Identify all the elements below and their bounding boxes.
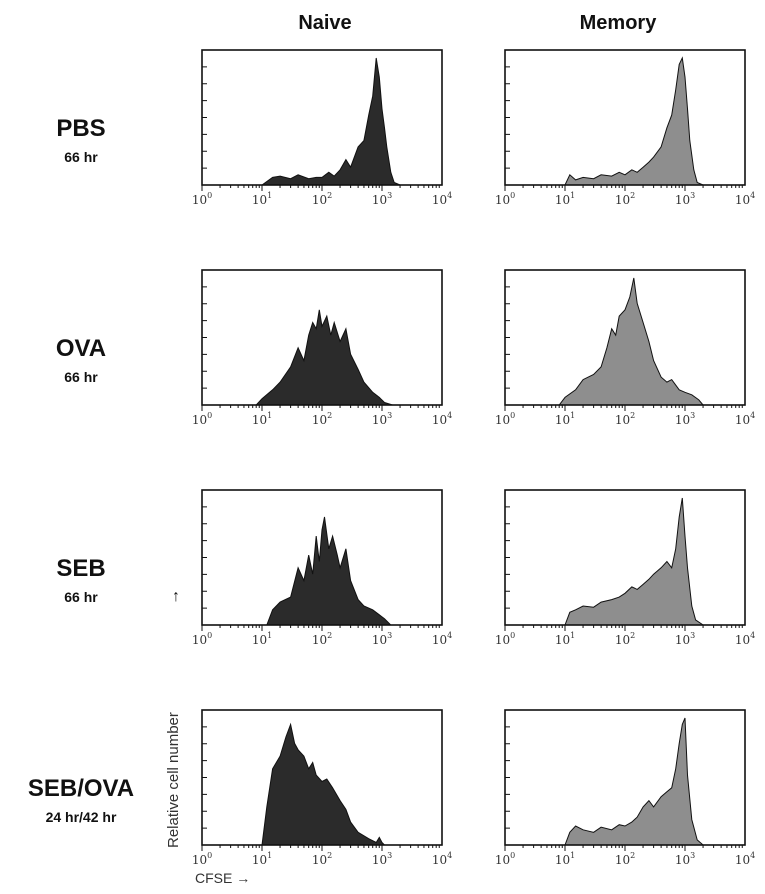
row-label-main: SEB bbox=[56, 555, 106, 582]
x-tick-label: 103 bbox=[675, 851, 695, 867]
histogram-fill bbox=[212, 57, 401, 186]
x-tick-label: 104 bbox=[735, 191, 755, 207]
x-tick-label: 100 bbox=[192, 191, 212, 207]
x-tick-label: 104 bbox=[735, 851, 755, 867]
x-tick-label: 100 bbox=[192, 411, 212, 427]
plot-frame bbox=[201, 49, 443, 186]
row-label-sub: 24 hr/42 hr bbox=[45, 809, 117, 825]
histogram-pbs-memory: 100 101 102 103 104 bbox=[495, 49, 755, 207]
x-tick-label: 103 bbox=[372, 631, 392, 647]
x-tick-label: 101 bbox=[555, 411, 575, 427]
x-tick-label: 104 bbox=[432, 411, 452, 427]
x-tick-label: 103 bbox=[675, 411, 695, 427]
row-label-sub: 66 hr bbox=[64, 369, 98, 385]
x-tick-label: 103 bbox=[372, 411, 392, 427]
x-axis-label-text: CFSE bbox=[195, 870, 233, 886]
row-label-ova: OVA 66 hr bbox=[0, 335, 162, 387]
x-tick-label: 102 bbox=[615, 191, 635, 207]
x-tick-label: 102 bbox=[312, 411, 332, 427]
row-label-sub: 66 hr bbox=[64, 149, 98, 165]
x-tick-label: 104 bbox=[735, 631, 755, 647]
plot-frame bbox=[504, 49, 746, 186]
histogram-fill bbox=[515, 277, 705, 406]
row-label-seb: SEB 66 hr bbox=[0, 555, 162, 607]
histogram-fill bbox=[515, 497, 705, 626]
x-tick-label: 101 bbox=[555, 191, 575, 207]
up-arrow-icon: ↑ bbox=[172, 588, 180, 605]
x-axis-label: CFSE → bbox=[195, 870, 250, 886]
x-tick-label: 100 bbox=[495, 411, 515, 427]
x-tick-label: 100 bbox=[495, 851, 515, 867]
x-tick-label: 102 bbox=[312, 191, 332, 207]
x-tick-label: 100 bbox=[192, 851, 212, 867]
x-tick-label: 100 bbox=[495, 191, 515, 207]
x-tick-label: 103 bbox=[675, 191, 695, 207]
x-tick-label: 101 bbox=[252, 191, 272, 207]
x-tick-label: 103 bbox=[675, 631, 695, 647]
row-label-sub: 66 hr bbox=[64, 589, 98, 605]
histogram-fill bbox=[212, 722, 386, 846]
histogram-fill bbox=[515, 717, 705, 846]
x-tick-label: 100 bbox=[192, 631, 212, 647]
right-arrow-icon: → bbox=[236, 870, 251, 886]
histogram-pbs-naive: 100 101 102 103 104 bbox=[192, 49, 452, 207]
x-tick-label: 101 bbox=[555, 631, 575, 647]
histogram-sebova-memory: 100 101 102 103 104 bbox=[495, 709, 755, 867]
histogram-fill bbox=[212, 516, 393, 626]
x-tick-label: 104 bbox=[432, 851, 452, 867]
histogram-seb-naive: 100 101 102 103 104 bbox=[192, 489, 452, 647]
plot-frame bbox=[504, 709, 746, 846]
x-tick-label: 101 bbox=[252, 851, 272, 867]
row-label-main: PBS bbox=[56, 115, 106, 142]
y-axis-label: Relative cell number bbox=[165, 712, 182, 848]
column-header-naive: Naive bbox=[298, 12, 352, 34]
x-tick-label: 102 bbox=[312, 631, 332, 647]
x-tick-label: 102 bbox=[615, 411, 635, 427]
x-tick-label: 104 bbox=[735, 411, 755, 427]
x-tick-label: 102 bbox=[615, 631, 635, 647]
x-tick-label: 100 bbox=[495, 631, 515, 647]
histogram-ova-naive: 100 101 102 103 104 bbox=[192, 269, 452, 427]
histogram-fill bbox=[212, 309, 393, 406]
x-tick-label: 103 bbox=[372, 191, 392, 207]
x-tick-label: 101 bbox=[555, 851, 575, 867]
histogram-fill bbox=[515, 56, 704, 186]
row-label-main: SEB/OVA bbox=[27, 775, 135, 802]
x-tick-label: 102 bbox=[312, 851, 332, 867]
x-tick-label: 103 bbox=[372, 851, 392, 867]
histogram-ova-memory: 100 101 102 103 104 bbox=[495, 269, 755, 427]
x-tick-label: 102 bbox=[615, 851, 635, 867]
column-header-memory: Memory bbox=[579, 12, 657, 34]
row-label-pbs: PBS 66 hr bbox=[0, 115, 162, 167]
x-tick-label: 104 bbox=[432, 191, 452, 207]
histogram-seb-memory: 100 101 102 103 104 bbox=[495, 489, 755, 647]
histogram-sebova-naive: 100 101 102 103 104 bbox=[192, 709, 452, 867]
x-tick-label: 101 bbox=[252, 631, 272, 647]
x-tick-label: 104 bbox=[432, 631, 452, 647]
row-label-main: OVA bbox=[55, 335, 107, 362]
x-tick-label: 101 bbox=[252, 411, 272, 427]
row-label-sebova: SEB/OVA 24 hr/42 hr bbox=[0, 775, 162, 827]
